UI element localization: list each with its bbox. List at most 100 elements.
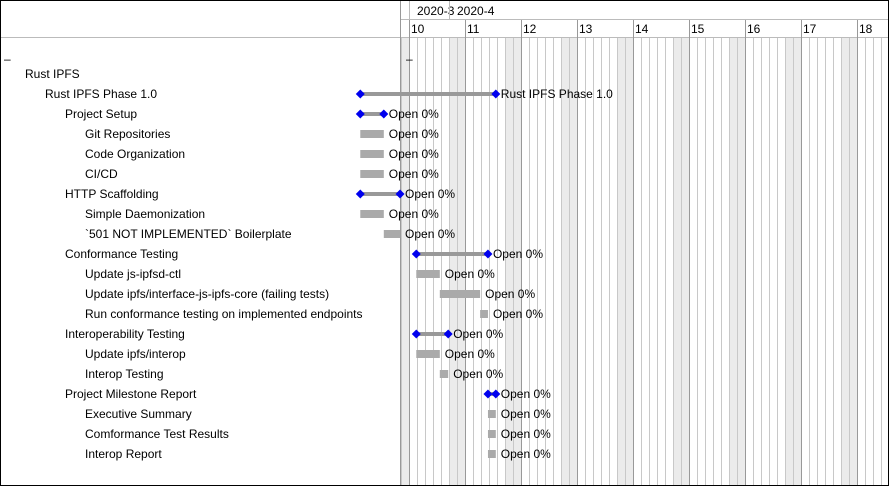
task-name[interactable]: Project Milestone Report: [65, 387, 197, 401]
task-name[interactable]: Conformance Testing: [65, 247, 179, 261]
task-name[interactable]: Update js-ipfsd-ctl: [85, 267, 182, 281]
weekend-shade: [841, 38, 849, 485]
weekend-shade: [449, 38, 457, 485]
weekend-shade: [729, 38, 737, 485]
task-status-label: Open 0%: [405, 187, 455, 201]
summary-bar: [360, 92, 496, 96]
task-status-label: Open 0%: [405, 227, 455, 241]
task-status-label: Open 0%: [453, 327, 503, 341]
task-name[interactable]: HTTP Scaffolding: [65, 187, 159, 201]
task-name[interactable]: Project Setup: [65, 107, 138, 121]
task-status-label: Open 0%: [501, 407, 551, 421]
week-label: 14: [635, 22, 649, 36]
task-bar: [439, 290, 481, 298]
weekend-shade: [681, 38, 689, 485]
task-name[interactable]: Comformance Test Results: [85, 427, 229, 441]
task-name[interactable]: Update ipfs/interop: [85, 347, 186, 361]
weekend-shade: [849, 38, 857, 485]
task-bar: [487, 450, 496, 458]
milestone-diamond: [443, 329, 453, 339]
week-label: 10: [411, 22, 425, 36]
task-status-label: Open 0%: [389, 127, 439, 141]
task-name[interactable]: Update ipfs/interface-js-ipfs-core (fail…: [85, 287, 330, 301]
task-name[interactable]: Code Organization: [85, 147, 186, 161]
milestone-diamond: [491, 389, 501, 399]
task-bar: [383, 230, 401, 238]
task-name[interactable]: Run conformance testing on implemented e…: [85, 307, 363, 321]
milestone-diamond: [491, 89, 501, 99]
task-status-label: Open 0%: [501, 427, 551, 441]
task-bar: [360, 150, 384, 158]
task-name[interactable]: Interoperability Testing: [65, 327, 185, 341]
milestone-diamond: [395, 189, 405, 199]
task-tree-header: [1, 1, 400, 38]
task-name[interactable]: Rust IPFS Phase 1.0: [45, 87, 158, 101]
month-label: 2020-4: [457, 4, 495, 18]
weekend-shade: [457, 38, 465, 485]
task-name[interactable]: CI/CD: [85, 167, 118, 181]
weekend-shade: [401, 38, 409, 485]
week-label: 13: [579, 22, 593, 36]
task-status-label: Open 0%: [389, 107, 439, 121]
milestone-diamond: [483, 389, 493, 399]
summary-bar: [360, 112, 384, 116]
milestone-diamond: [411, 329, 421, 339]
summary-bar: [360, 192, 401, 196]
task-name[interactable]: Simple Daemonization: [85, 207, 206, 221]
weekend-shade: [617, 38, 625, 485]
task-status-label: Open 0%: [501, 447, 551, 461]
task-name[interactable]: Interop Testing: [85, 367, 164, 381]
weekend-shade: [793, 38, 801, 485]
weekend-shade: [673, 38, 681, 485]
task-status-label: Open 0%: [445, 347, 495, 361]
milestone-diamond: [355, 89, 365, 99]
task-status-label: Open 0%: [493, 247, 543, 261]
task-status-label: Open 0%: [501, 387, 551, 401]
task-status-label: Rust IPFS Phase 1.0: [501, 87, 613, 101]
weekend-shade: [569, 38, 577, 485]
milestone-diamond: [411, 249, 421, 259]
task-name[interactable]: Executive Summary: [85, 407, 192, 421]
weekend-shade: [625, 38, 633, 485]
weekend-shade: [785, 38, 793, 485]
task-bar: [360, 130, 384, 138]
task-bar: [360, 210, 384, 218]
milestone-diamond: [483, 249, 493, 259]
pane-divider[interactable]: [400, 1, 401, 485]
task-bar: [487, 410, 496, 418]
task-status-label: Open 0%: [445, 267, 495, 281]
task-bar: [487, 430, 496, 438]
task-name[interactable]: `501 NOT IMPLEMENTED` Boilerplate: [85, 227, 292, 241]
task-bar: [416, 350, 440, 358]
task-bar: [416, 270, 440, 278]
task-bar: [439, 370, 449, 378]
task-name[interactable]: Interop Report: [85, 447, 162, 461]
task-status-label: Open 0%: [453, 367, 503, 381]
week-label: 16: [747, 22, 761, 36]
weekend-shade: [505, 38, 513, 485]
weekend-shade: [513, 38, 521, 485]
task-status-label: Open 0%: [389, 207, 439, 221]
task-name[interactable]: Git Repositories: [85, 127, 171, 141]
week-label: 12: [523, 22, 537, 36]
summary-bar: [416, 252, 488, 256]
task-status-label: Open 0%: [485, 287, 535, 301]
summary-bar: [416, 332, 449, 336]
weekend-shade: [561, 38, 569, 485]
task-bar: [480, 310, 488, 318]
chart-collapse-toggle[interactable]: –: [406, 52, 413, 66]
task-tree: – Rust IPFS Rust IPFS Phase 1.0 Project Se…: [1, 1, 400, 485]
tree-collapse-toggle[interactable]: –: [4, 52, 11, 66]
milestone-diamond: [355, 109, 365, 119]
task-status-label: Open 0%: [493, 307, 543, 321]
week-label: 17: [803, 22, 817, 36]
task-status-label: Open 0%: [389, 167, 439, 181]
task-status-label: Open 0%: [389, 147, 439, 161]
weekend-shade: [737, 38, 745, 485]
week-label: 15: [691, 22, 705, 36]
task-name[interactable]: Rust IPFS: [25, 67, 80, 81]
week-label: 18: [859, 22, 873, 36]
month-label: 2020-3: [417, 4, 455, 18]
